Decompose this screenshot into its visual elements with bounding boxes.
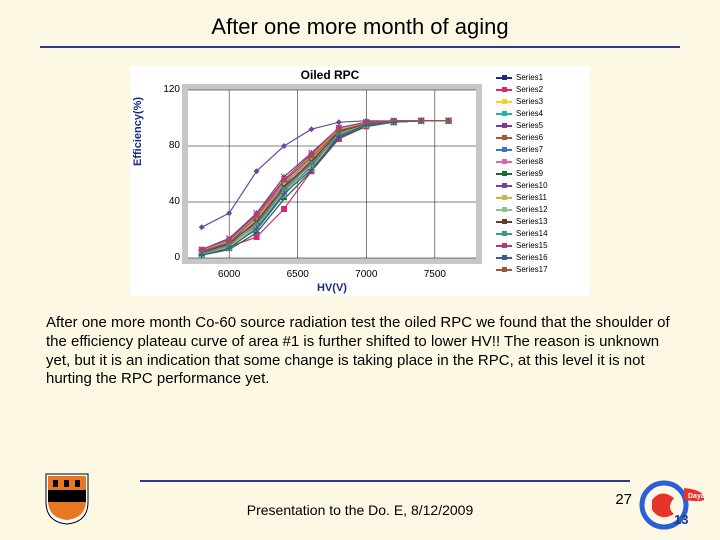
x-axis-label: HV(V) <box>182 282 482 294</box>
legend-item: Series5 <box>496 120 586 132</box>
legend-item: Series12 <box>496 204 586 216</box>
legend-label: Series4 <box>516 108 543 120</box>
page-number: 27 <box>615 491 632 508</box>
chart-container: Oiled RPC Efficiency(%) HV(V) 0 40 80 120 6… <box>130 66 590 296</box>
legend-item: Series3 <box>496 96 586 108</box>
legend-item: Series15 <box>496 240 586 252</box>
legend-label: Series3 <box>516 96 543 108</box>
legend-item: Series7 <box>496 144 586 156</box>
y-tick-label: 80 <box>160 140 180 151</box>
y-tick-label: 120 <box>160 84 180 95</box>
y-axis-label: Efficiency(%) <box>132 97 144 166</box>
chart-title: Oiled RPC <box>130 68 530 82</box>
legend-item: Series11 <box>496 192 586 204</box>
princeton-shield-logo <box>44 472 90 526</box>
legend-label: Series11 <box>516 192 547 204</box>
x-tick-label: 6000 <box>209 269 249 280</box>
legend-label: Series17 <box>516 264 548 276</box>
legend-label: Series8 <box>516 156 543 168</box>
legend-item: Series13 <box>496 216 586 228</box>
legend-item: Series17 <box>496 264 586 276</box>
legend-label: Series14 <box>516 228 548 240</box>
legend-item: Series4 <box>496 108 586 120</box>
legend-item: Series6 <box>496 132 586 144</box>
legend-item: Series10 <box>496 180 586 192</box>
y-tick-label: 40 <box>160 196 180 207</box>
chart-svg <box>188 90 476 258</box>
legend-label: Series1 <box>516 72 543 84</box>
legend-item: Series16 <box>496 252 586 264</box>
legend-label: Series5 <box>516 120 543 132</box>
y-tick-label: 0 <box>160 252 180 263</box>
legend-item: Series2 <box>496 84 586 96</box>
legend-label: Series6 <box>516 132 543 144</box>
legend-label: Series10 <box>516 180 548 192</box>
daya-bay-logo: Daya Bay 13 <box>636 478 706 532</box>
legend-item: Series9 <box>496 168 586 180</box>
svg-text:13: 13 <box>674 512 688 527</box>
plot-inner <box>188 90 476 258</box>
slide-title: After one more month of aging <box>0 0 720 40</box>
svg-text:Daya Bay: Daya Bay <box>688 493 706 500</box>
legend-item: Series1 <box>496 72 586 84</box>
title-rule <box>40 46 680 48</box>
plot-area <box>182 84 482 264</box>
x-tick-label: 6500 <box>278 269 318 280</box>
chart-legend: Series1Series2Series3Series4Series5Serie… <box>496 72 586 276</box>
legend-label: Series15 <box>516 240 548 252</box>
x-tick-label: 7500 <box>415 269 455 280</box>
legend-label: Series16 <box>516 252 548 264</box>
legend-label: Series13 <box>516 216 548 228</box>
caption-text: After one more month Co-60 source radiat… <box>46 314 674 389</box>
footer-rule <box>140 480 630 482</box>
legend-item: Series14 <box>496 228 586 240</box>
legend-item: Series8 <box>496 156 586 168</box>
legend-label: Series9 <box>516 168 543 180</box>
x-tick-label: 7000 <box>346 269 386 280</box>
legend-label: Series2 <box>516 84 543 96</box>
footer-text: Presentation to the Do. E, 8/12/2009 <box>0 502 720 518</box>
legend-label: Series7 <box>516 144 543 156</box>
legend-label: Series12 <box>516 204 548 216</box>
